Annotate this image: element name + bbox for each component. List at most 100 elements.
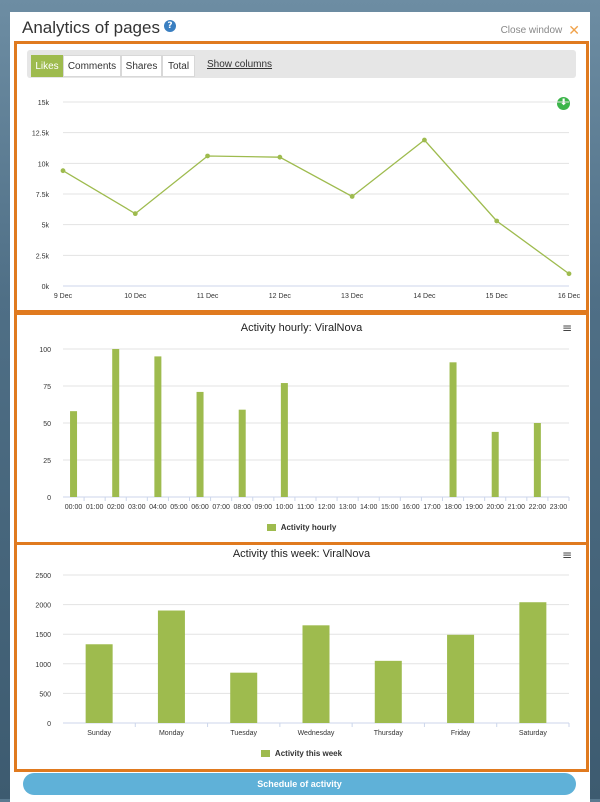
hourly-menu-icon[interactable]: ≡: [561, 321, 572, 335]
x-tick-label: 01:00: [86, 504, 104, 511]
data-point: [349, 194, 355, 199]
modal-title: Analytics of pages?: [22, 18, 176, 38]
y-tick-label: 500: [39, 691, 51, 698]
hourly-bar: [196, 391, 204, 497]
weekly-bar-chart: 0 500 1000 1500 2000 2500 Sunday Monday Tuesday W…: [35, 573, 570, 737]
weekly-legend-label: Activity this week: [274, 749, 343, 758]
x-tick-label: 00:00: [65, 504, 83, 511]
x-tick-label: Wednesday: [298, 730, 335, 737]
y-tick-label: 1500: [35, 632, 51, 639]
tab-total[interactable]: Total: [162, 55, 195, 77]
hourly-bar: [70, 411, 78, 497]
x-tick-label: 12 Dec: [269, 293, 292, 300]
likes-line-chart: 0k 2.5k 5k 7.5k 10k 12.5k 15k 9 Dec 10 Dec 11 Dec…: [32, 100, 581, 300]
x-tick-label: 10 Dec: [124, 293, 147, 300]
data-point: [494, 218, 500, 224]
y-tick-label: 100: [39, 347, 51, 354]
x-tick-label: 10:00: [276, 504, 294, 511]
weekly-bar: [374, 660, 402, 723]
x-tick-label: 14:00: [360, 504, 378, 511]
x-tick-label: 03:00: [128, 504, 146, 511]
data-point: [205, 153, 210, 159]
modal-title-text: Analytics of pages: [22, 18, 160, 37]
x-tick-label: 16:00: [402, 504, 420, 511]
hourly-bar: [449, 362, 457, 497]
y-tick-label: 2500: [35, 573, 51, 580]
hourly-bar: [154, 356, 162, 497]
x-tick-label: 19:00: [465, 504, 483, 511]
close-window-button[interactable]: Close window ✕: [501, 22, 580, 39]
x-tick-label: 09:00: [255, 504, 273, 511]
hourly-bar: [533, 423, 541, 497]
x-tick-label: 08:00: [233, 504, 251, 511]
x-tick-label: 12:00: [318, 504, 336, 511]
weekly-bar: [302, 625, 330, 723]
data-point: [277, 154, 283, 160]
x-tick-label: 17:00: [423, 504, 441, 511]
show-columns-link[interactable]: Show columns: [207, 59, 273, 70]
hourly-bar-chart: 0 25 50 75 100 00:00 01:00 02:00 03:00 04:00 05:00…: [39, 347, 570, 511]
tab-comments[interactable]: Comments: [63, 55, 121, 77]
x-tick-label: Thursday: [374, 730, 404, 737]
x-tick-label: 15:00: [381, 504, 399, 511]
x-tick-label: 9 Dec: [54, 293, 73, 300]
y-tick-label: 0: [47, 495, 51, 502]
x-tick-label: Sunday: [87, 730, 111, 737]
likes-panel: Likes Comments Shares Total Show columns…: [14, 41, 589, 313]
hourly-legend-swatch: [266, 524, 276, 531]
tab-likes[interactable]: Likes: [31, 55, 63, 77]
hourly-bar: [238, 409, 246, 497]
weekly-legend[interactable]: Activity this week: [17, 749, 586, 758]
y-tick-label: 50: [43, 421, 51, 428]
x-tick-label: 04:00: [149, 504, 167, 511]
weekly-bar: [85, 644, 113, 723]
x-tick-label: 13:00: [339, 504, 357, 511]
hourly-bar: [112, 349, 120, 497]
weekly-menu-icon[interactable]: ≡: [561, 548, 572, 562]
hourly-chart-title: Activity hourly: ViralNova: [240, 322, 363, 334]
hourly-activity-panel: Activity hourly: ViralNova ≡ 0 25 50 75 100 0…: [14, 312, 589, 545]
hourly-bar: [280, 383, 288, 497]
y-tick-label: 7.5k: [36, 192, 50, 199]
help-icon[interactable]: ?: [163, 20, 176, 32]
hourly-bar: [491, 431, 499, 497]
x-tick-label: Friday: [451, 730, 471, 737]
x-tick-label: Tuesday: [230, 730, 257, 737]
close-window-label: Close window: [500, 25, 563, 36]
x-tick-label: 15 Dec: [486, 293, 509, 300]
weekly-legend-swatch: [260, 750, 270, 757]
y-tick-label: 25: [43, 458, 51, 465]
weekly-bar: [230, 672, 258, 723]
hourly-legend[interactable]: Activity hourly: [17, 523, 586, 532]
x-tick-label: 11:00: [297, 504, 314, 511]
x-tick-label: 14 Dec: [413, 293, 436, 300]
tab-shares[interactable]: Shares: [121, 55, 162, 77]
x-tick-label: Monday: [159, 730, 184, 737]
y-tick-label: 2000: [35, 603, 51, 610]
y-tick-label: 2.5k: [36, 253, 50, 260]
y-tick-label: 10k: [38, 161, 50, 168]
weekly-bar: [157, 610, 185, 723]
download-icon[interactable]: ⬇: [557, 97, 570, 110]
y-tick-label: 5k: [42, 223, 50, 230]
data-point: [422, 137, 427, 143]
likes-series-line: [62, 139, 570, 275]
weekly-activity-panel: Activity this week: ViralNova ≡ 0 500 1000…: [14, 542, 589, 772]
schedule-of-activity-button[interactable]: Schedule of activity: [23, 773, 576, 795]
x-tick-label: 07:00: [212, 504, 230, 511]
y-tick-label: 15k: [38, 100, 50, 107]
x-tick-label: 21:00: [508, 504, 526, 511]
y-tick-label: 1000: [35, 662, 51, 669]
weekly-bar: [447, 634, 475, 723]
metric-tab-bar: Likes Comments Shares Total Show columns: [27, 50, 576, 78]
data-point: [132, 211, 138, 217]
x-tick-label: 06:00: [191, 504, 209, 511]
x-tick-label: Saturday: [519, 730, 548, 737]
y-tick-label: 0k: [42, 284, 50, 291]
x-tick-label: 16 Dec: [558, 293, 581, 300]
x-tick-label: 02:00: [107, 504, 125, 511]
y-tick-label: 75: [43, 384, 51, 391]
y-tick-label: 12.5k: [32, 131, 50, 138]
x-tick-label: 05:00: [170, 504, 188, 511]
close-icon[interactable]: ✕: [568, 22, 580, 38]
